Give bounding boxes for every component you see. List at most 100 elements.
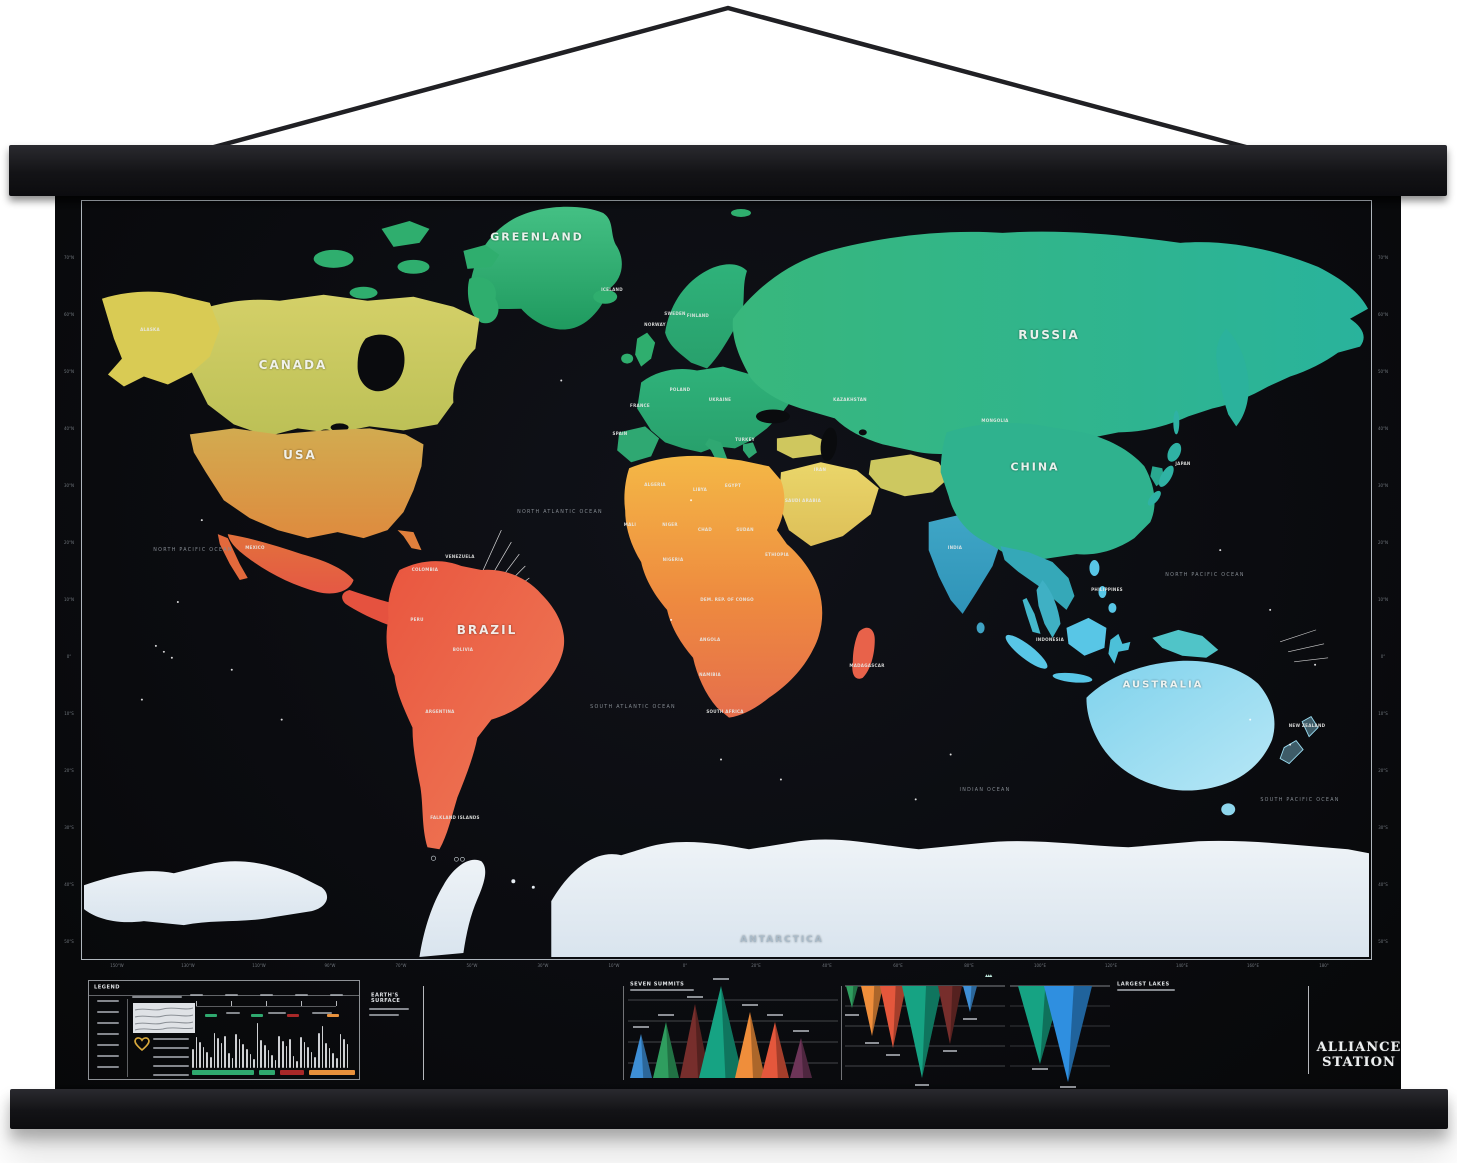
legend-key-mark: [97, 1055, 119, 1057]
top-bar-shadow: [55, 196, 1401, 210]
chart-triangle: [750, 1012, 765, 1078]
histogram-bar: [224, 1036, 226, 1068]
histogram-bar: [289, 1039, 291, 1068]
map-region-label: CANADA: [258, 358, 328, 372]
chart-triangle: [861, 986, 883, 1036]
latitude-label-left: 60°N: [64, 312, 74, 318]
heart-icon: [134, 1037, 150, 1052]
histogram-bar: [300, 1037, 302, 1068]
latitude-label-right: 30°S: [1378, 825, 1388, 831]
micro-text-mark: [268, 1012, 286, 1014]
longitude-label: 30°W: [537, 963, 549, 969]
histogram-bar: [235, 1034, 237, 1068]
map-country-label: KAZAKHSTAN: [833, 397, 867, 403]
chart-triangle: [801, 1038, 812, 1078]
chart-triangle: [653, 1022, 679, 1078]
scale-bar-tick: [196, 1001, 197, 1006]
legend-title: LEGEND: [94, 984, 120, 990]
map-region-label: ANTARCTICA: [740, 935, 824, 945]
histogram-bar: [285, 1046, 288, 1068]
histogram-bar: [231, 1058, 234, 1068]
chart-triangle: [950, 986, 962, 1044]
histogram-bar: [282, 1041, 284, 1068]
latitude-label-left: 50°N: [64, 369, 74, 375]
histogram-legend-swatch: [251, 1014, 263, 1017]
map-ocean-label: SOUTH PACIFIC OCEAN: [1260, 797, 1340, 803]
south-america-shape: [386, 561, 565, 850]
new-zealand-shapes: [1279, 716, 1319, 765]
map-country-label: ANGOLA: [699, 637, 721, 643]
longitude-label: 40°E: [822, 963, 832, 969]
brand-line1: ALLIANCE: [1316, 1040, 1402, 1055]
histogram-bar: [242, 1044, 244, 1068]
histogram-bar: [278, 1036, 280, 1068]
legend-box: LEGEND: [88, 980, 360, 1080]
histogram-bar: [343, 1039, 345, 1068]
map-country-label: MEXICO: [245, 545, 265, 551]
histogram-bar: [238, 1039, 241, 1068]
latitude-label-right: 20°S: [1378, 768, 1388, 774]
latitude-label-left: 0°: [66, 654, 72, 660]
ocean-island-dots: [140, 379, 1317, 801]
histogram-bar: [253, 1059, 255, 1068]
longitude-label: 150°W: [110, 963, 124, 969]
histogram-bar: [310, 1052, 313, 1068]
map-country-label: ICELAND: [601, 287, 623, 293]
legend-strip: LEGEND EARTH'S SURFACE SEVEN SUMM: [55, 973, 1401, 1088]
map-country-label: INDONESIA: [1035, 637, 1065, 643]
histogram-baseline-segment: [280, 1070, 304, 1075]
antarctica-shapes: [83, 839, 1370, 958]
chart-triangle: [1068, 986, 1092, 1082]
map-ocean-label: SOUTH ATLANTIC OCEAN: [590, 704, 676, 710]
chart-triangle: [938, 986, 962, 1044]
chart-triangle: [775, 1022, 789, 1078]
map-country-label: ETHIOPIA: [765, 552, 789, 558]
chart-triangle: [761, 1022, 789, 1078]
micro-text-mark: [226, 1012, 240, 1014]
arabia-shape: [778, 462, 879, 547]
map-country-label: PHILIPPINES: [1091, 587, 1123, 593]
europe-shape: [665, 264, 747, 369]
scale-bar-tick: [336, 1001, 337, 1006]
chart-triangle: [666, 1022, 679, 1078]
lakes-subtitle-mark: [1117, 989, 1175, 991]
chart-triangle: [630, 1034, 652, 1078]
legend-key-mark: [97, 1066, 119, 1068]
map-border: [81, 200, 1372, 960]
russia-shape: [732, 231, 1369, 454]
chart-triangle: [970, 986, 977, 1012]
longitude-label: 10°W: [608, 963, 620, 969]
micro-text-mark: [312, 1012, 332, 1014]
japan-shapes: [1147, 410, 1182, 506]
map-country-label: FRANCE: [630, 403, 650, 409]
chart-triangle: [852, 986, 858, 1008]
histogram-bar: [202, 1047, 205, 1068]
histogram-bar: [220, 1043, 223, 1068]
latitude-label-right: 20°N: [1378, 540, 1388, 546]
map-country-label: SUDAN: [736, 527, 754, 533]
map-country-label: INDIA: [947, 545, 963, 551]
histogram-bar: [192, 1049, 194, 1068]
legend-key-mark: [97, 1033, 119, 1035]
histogram-bar: [325, 1043, 327, 1068]
chart-triangle: [680, 1004, 710, 1078]
map-country-label: DEM. REP. OF CONGO: [700, 597, 754, 603]
histogram-bar: [292, 1056, 295, 1068]
histogram-legend-swatch: [287, 1014, 299, 1017]
latitude-label-right: 50°S: [1378, 939, 1388, 945]
latitude-label-left: 20°N: [64, 540, 74, 546]
latitude-label-left: 50°S: [64, 939, 74, 945]
histogram-bar: [217, 1038, 219, 1068]
map-country-label: NORWAY: [644, 322, 666, 328]
world-map: [83, 206, 1370, 958]
chart-triangle: [699, 986, 743, 1078]
histogram-bar: [228, 1053, 230, 1068]
legend-key-mark: [97, 1022, 119, 1024]
map-country-label: FINLAND: [686, 313, 710, 319]
longitude-label: 100°E: [1033, 963, 1047, 969]
scale-bar-value-mark: [295, 994, 308, 996]
chart-triangle: [893, 986, 906, 1048]
china-shape: [940, 423, 1155, 560]
histogram-legend-swatch: [327, 1014, 339, 1017]
chart-triangle: [1044, 986, 1092, 1082]
